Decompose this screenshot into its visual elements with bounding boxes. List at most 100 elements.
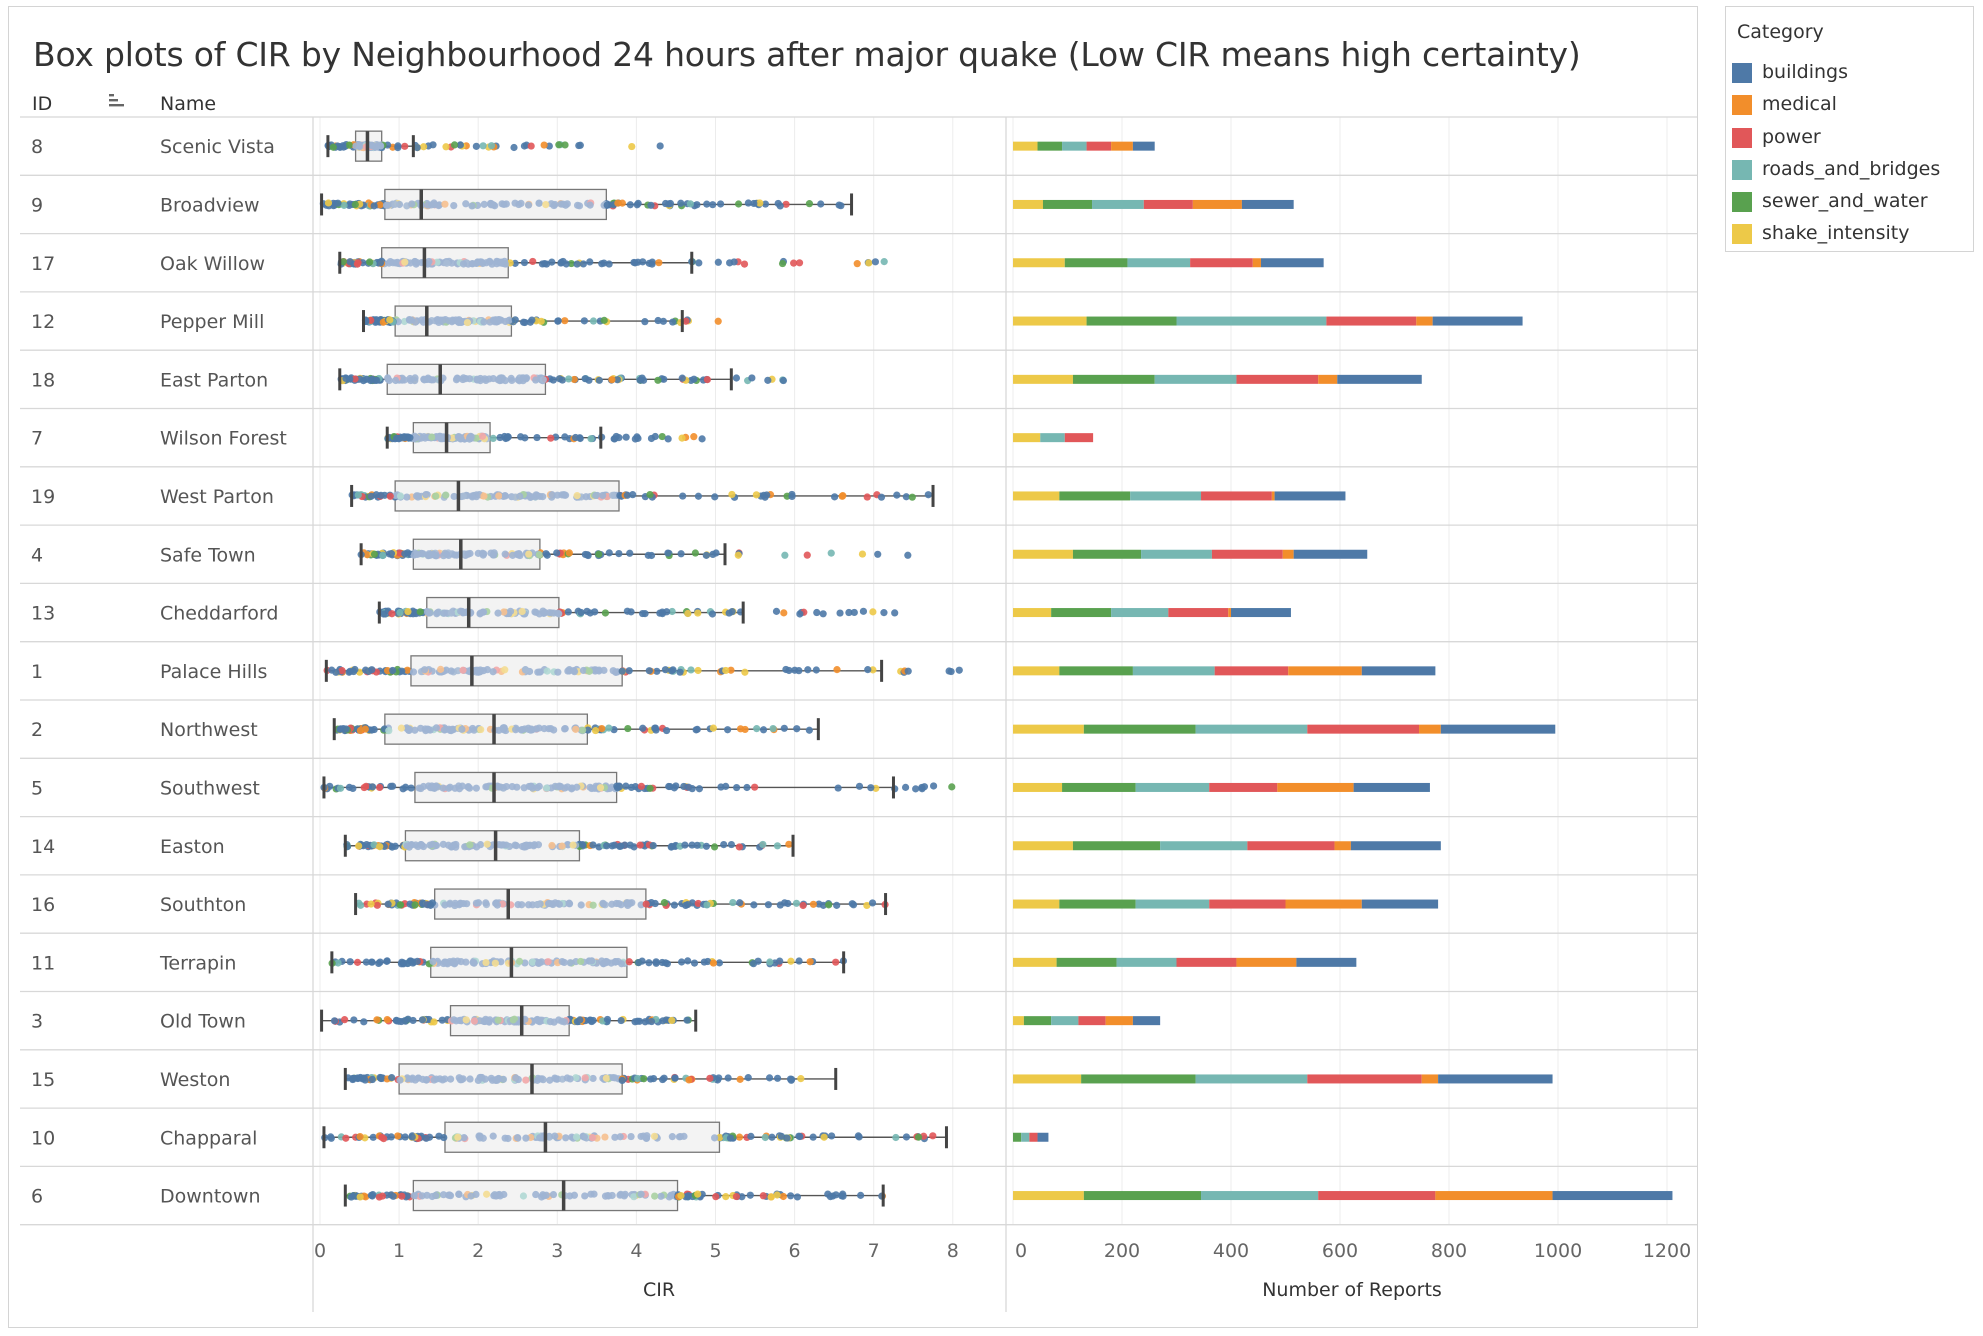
cir-point (805, 200, 814, 208)
bar-segment-sewer-and-water (1051, 608, 1112, 618)
cir-point (368, 958, 376, 966)
cir-point (608, 491, 617, 499)
cir-point (809, 1133, 817, 1141)
cir-point (396, 901, 404, 909)
cir-point (420, 143, 428, 151)
cir-point (612, 668, 620, 676)
cir-point (403, 666, 411, 674)
cir-point (489, 316, 497, 324)
cir-point (694, 899, 702, 908)
cir-point (693, 841, 701, 849)
bar-segment-roads-and-bridges (1062, 141, 1087, 151)
cir-point (693, 725, 701, 733)
cir-point (543, 667, 551, 675)
cir-point (662, 726, 671, 735)
cir-point (736, 725, 745, 733)
cir-point (401, 550, 409, 558)
cir-point (365, 667, 373, 676)
cir-point (639, 258, 647, 266)
cir-point (725, 609, 733, 617)
bar-segment-buildings (1260, 258, 1324, 268)
cir-point (525, 550, 533, 558)
cir-point (368, 783, 377, 791)
cir-point (334, 959, 342, 967)
row-id: 11 (31, 952, 55, 974)
bar-segment-sewer-and-water (1013, 1132, 1022, 1142)
cir-point (561, 433, 569, 441)
box-plot-area (319, 130, 963, 1212)
cir-tick-label: 5 (709, 1240, 721, 1262)
cir-point (501, 317, 509, 326)
cir-point (450, 141, 459, 149)
cir-point (784, 899, 792, 908)
cir-point (434, 433, 443, 441)
cir-point (354, 491, 362, 499)
cir-point (395, 434, 403, 442)
cir-point (362, 958, 370, 966)
cir-point (666, 199, 675, 208)
bar-segment-buildings (1037, 1132, 1049, 1142)
cir-point (764, 901, 772, 909)
cir-point (517, 726, 525, 734)
cir-point (779, 376, 788, 385)
cir-point (353, 260, 362, 268)
cir-point (589, 1074, 597, 1083)
cir-point (464, 550, 472, 558)
cir-point (355, 842, 363, 850)
cir-point (388, 610, 396, 618)
cir-point (533, 433, 541, 442)
cir-point (407, 784, 415, 792)
cir-point (586, 783, 594, 791)
cir-point (466, 841, 474, 849)
cir-point (396, 1076, 404, 1084)
cir-point (880, 258, 888, 266)
bar-segment-shake-intensity (1013, 1074, 1082, 1084)
cir-point (518, 842, 526, 851)
cir-point (727, 840, 736, 849)
cir-point (626, 201, 634, 209)
cir-point (529, 257, 537, 266)
cir-point (383, 1015, 391, 1024)
cir-point (764, 376, 772, 384)
cir-point (865, 259, 873, 267)
column-header-name[interactable]: Name (160, 93, 217, 115)
cir-point (908, 493, 916, 501)
sort-descending-icon[interactable] (108, 91, 126, 116)
bar-segment-buildings (1337, 374, 1422, 384)
bar-segment-shake-intensity (1013, 608, 1052, 618)
cir-point (350, 1016, 358, 1024)
row-name: Pepper Mill (160, 311, 264, 333)
cir-point (669, 318, 677, 326)
cir-point (659, 317, 667, 325)
cir-point (639, 724, 647, 732)
bar-segment-roads-and-bridges (1195, 724, 1308, 734)
cir-point (582, 493, 590, 501)
cir-point (476, 841, 485, 849)
cir-point (562, 1134, 570, 1142)
cir-point (772, 607, 781, 615)
cir-point (413, 550, 422, 558)
cir-point (734, 551, 742, 559)
cir-point (472, 899, 481, 907)
cir-point (411, 726, 419, 734)
cir-point (439, 1191, 448, 1199)
cir-point (945, 667, 953, 675)
cir-point (683, 1016, 691, 1024)
cir-point (447, 667, 455, 675)
cir-point (833, 901, 841, 909)
cir-point (435, 201, 443, 209)
cir-point (368, 141, 376, 149)
row-name: Scenic Vista (160, 136, 275, 158)
bar-segment-shake-intensity (1013, 1016, 1024, 1026)
cir-point (370, 841, 378, 849)
cir-point (645, 667, 653, 675)
cir-point (712, 1193, 720, 1201)
cir-point (481, 1075, 489, 1083)
cir-point (441, 1075, 449, 1083)
cir-point (812, 666, 820, 674)
column-header-id[interactable]: ID (32, 93, 53, 115)
cir-point (780, 724, 788, 732)
cir-point (646, 490, 654, 499)
bar-segment-sewer-and-water (1086, 316, 1177, 326)
bar-segment-roads-and-bridges (1154, 374, 1237, 384)
